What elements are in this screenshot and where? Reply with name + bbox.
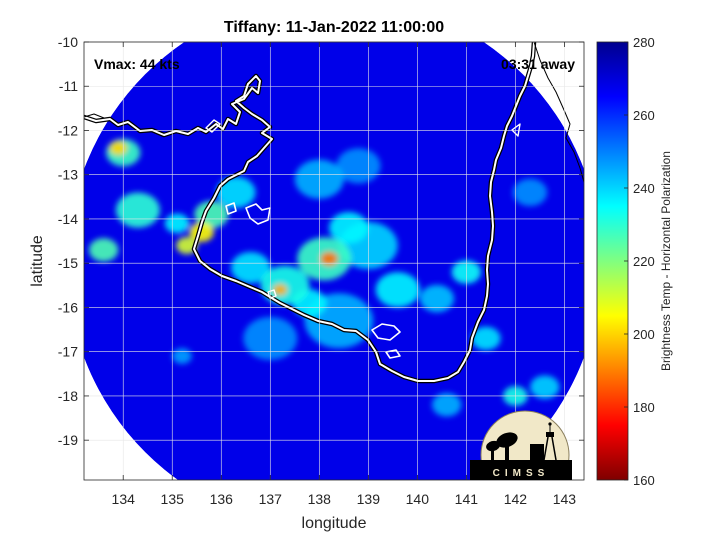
y-axis-ticks: -10 -11 -12 -13 -14 -15 -16 -17 -18 -19 xyxy=(58,34,584,448)
swath-feature xyxy=(260,265,310,305)
colorbar-ticks: 160 180 200 220 240 260 280 xyxy=(624,35,655,488)
y-tick-label: -14 xyxy=(58,211,78,227)
swath-feature xyxy=(329,212,369,244)
colorbar-tick-label: 240 xyxy=(633,181,655,196)
swath-feature xyxy=(320,251,338,266)
x-axis-ticks: 134 135 136 137 138 139 140 141 142 143 xyxy=(112,42,577,507)
swath-feature xyxy=(109,141,128,156)
y-tick-label: -18 xyxy=(58,388,78,404)
chart-title: Tiffany: 11-Jan-2022 11:00:00 xyxy=(224,19,444,36)
x-tick-label: 140 xyxy=(406,491,430,507)
colorbar-tick-label: 220 xyxy=(633,254,655,269)
x-tick-label: 135 xyxy=(161,491,185,507)
y-tick-label: -17 xyxy=(58,344,78,360)
x-tick-label: 134 xyxy=(112,491,136,507)
x-tick-label: 139 xyxy=(357,491,381,507)
x-tick-label: 137 xyxy=(259,491,283,507)
x-tick-label: 136 xyxy=(210,491,234,507)
vmax-annotation: Vmax: 44 kts xyxy=(94,56,180,72)
axes-box xyxy=(83,41,585,481)
swath-feature xyxy=(530,375,560,399)
grid-lines xyxy=(84,41,584,480)
swath-feature xyxy=(375,272,420,308)
y-tick-label: -12 xyxy=(58,122,78,138)
x-tick-label: 143 xyxy=(553,491,577,507)
swath-feature xyxy=(115,192,160,228)
colorbar-label: Brightness Temp - Horizontal Polarizatio… xyxy=(659,151,673,371)
time-away-annotation: 03:31 away xyxy=(501,56,575,72)
y-tick-label: -16 xyxy=(58,299,78,315)
y-axis-label: latitude xyxy=(29,235,46,287)
swath-feature xyxy=(419,284,455,313)
colorbar-tick-label: 180 xyxy=(633,400,655,415)
y-tick-label: -13 xyxy=(58,167,78,183)
swath-feature xyxy=(512,178,548,207)
cimss-logo-text: CIMSS xyxy=(493,468,550,479)
y-tick-label: -10 xyxy=(58,34,78,50)
swath-feature xyxy=(231,251,271,284)
swath-feature xyxy=(88,238,119,262)
colorbar-tick-label: 280 xyxy=(633,35,655,50)
x-tick-label: 141 xyxy=(455,491,479,507)
cimss-logo: CIMSS xyxy=(470,410,572,480)
swath-feature xyxy=(216,176,256,209)
swath-feature xyxy=(164,213,190,234)
colorbar-tick-label: 160 xyxy=(633,473,655,488)
x-tick-label: 138 xyxy=(308,491,332,507)
colorbar-tick-label: 260 xyxy=(633,108,655,123)
colorbar-tick-label: 200 xyxy=(633,327,655,342)
x-axis-label: longitude xyxy=(302,515,367,532)
y-tick-label: -11 xyxy=(59,78,78,94)
y-tick-label: -15 xyxy=(58,255,78,271)
swath-feature xyxy=(272,283,288,296)
y-tick-label: -19 xyxy=(58,432,78,448)
swath-feature xyxy=(471,326,501,351)
colorbar xyxy=(596,41,629,481)
swath-feature xyxy=(432,393,462,417)
x-tick-label: 142 xyxy=(504,491,528,507)
swath-feature xyxy=(172,348,192,364)
